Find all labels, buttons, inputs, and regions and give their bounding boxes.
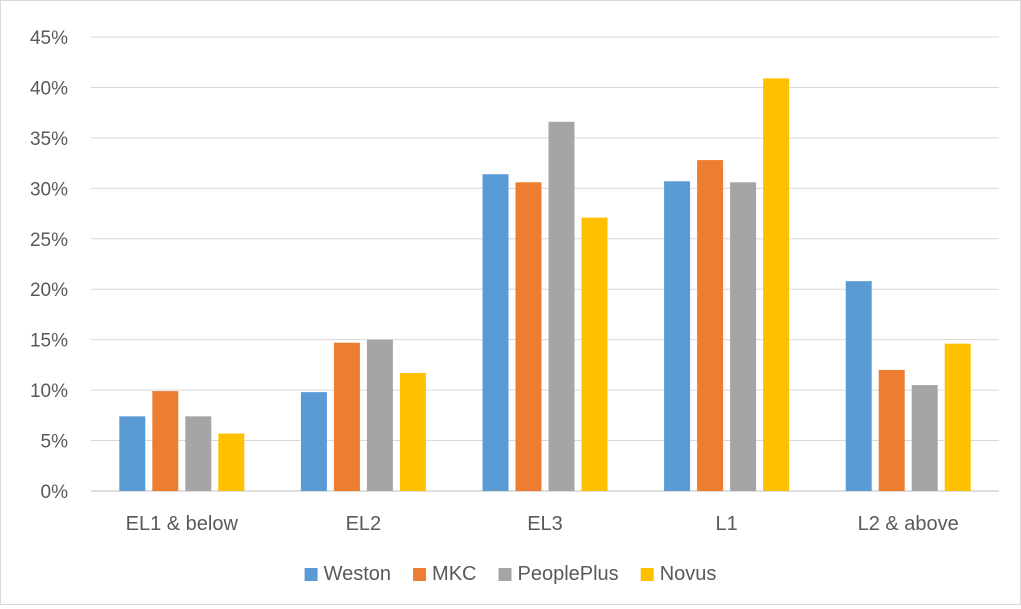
bar-mkc-3: [515, 182, 542, 491]
bar-mkc-2: [333, 342, 360, 491]
y-tick-label: 35%: [30, 129, 68, 150]
y-tick-label: 10%: [30, 381, 68, 402]
bar-mkc-4: [697, 160, 724, 491]
y-tick-label: 15%: [30, 331, 68, 352]
y-axis-tick-labels: 0% 5% 10% 15% 20% 25% 30% 35% 40% 45%: [30, 28, 68, 503]
x-tick-label: L1: [715, 513, 737, 535]
bar-weston-3: [482, 174, 509, 491]
y-tick-label: 0%: [41, 482, 69, 503]
y-tick-label: 25%: [30, 230, 68, 251]
bar-weston-4: [664, 181, 691, 491]
bar-peopleplus-4: [730, 182, 757, 491]
bar-peopleplus-2: [366, 339, 393, 491]
bar-weston-1: [119, 416, 146, 491]
bar-mkc-5: [878, 369, 905, 491]
y-tick-label: 40%: [30, 78, 68, 99]
legend-label: MKC: [432, 563, 476, 585]
y-tick-label: 45%: [30, 28, 68, 49]
y-tick-label: 30%: [30, 179, 68, 200]
bar-peopleplus-1: [185, 416, 212, 491]
bar-peopleplus-5: [911, 385, 938, 491]
bar-novus-2: [399, 372, 426, 491]
bar-weston-2: [300, 392, 327, 491]
legend-label: Weston: [324, 563, 391, 585]
bar-mkc-1: [152, 391, 179, 491]
legend-label: Novus: [660, 563, 717, 585]
bar-novus-5: [944, 343, 971, 491]
bar-novus-1: [218, 433, 245, 491]
x-tick-label: EL3: [527, 513, 563, 535]
legend-swatch-novus: [640, 568, 654, 581]
legend-label: PeoplePlus: [518, 563, 619, 585]
legend-swatch-peopleplus: [498, 568, 512, 581]
legend: Weston MKC PeoplePlus Novus: [304, 563, 717, 585]
x-tick-label: EL1 & below: [126, 513, 239, 535]
bar-peopleplus-3: [548, 121, 575, 491]
bar-weston-5: [845, 281, 872, 491]
bar-novus-4: [763, 78, 790, 491]
y-tick-label: 5%: [41, 432, 69, 453]
bar-novus-3: [581, 217, 608, 491]
x-tick-label: L2 & above: [858, 513, 959, 535]
legend-swatch-mkc: [413, 568, 427, 581]
y-tick-label: 20%: [30, 280, 68, 301]
bars: [119, 78, 971, 491]
x-tick-label: EL2: [346, 513, 382, 535]
legend-swatch-weston: [304, 568, 318, 581]
x-axis-tick-labels: EL1 & below EL2 EL3 L1 L2 & above: [126, 513, 959, 535]
